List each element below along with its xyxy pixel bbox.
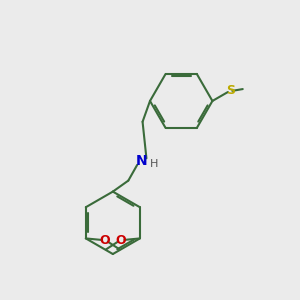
Text: O: O [100,234,110,247]
Text: H: H [150,159,158,169]
Text: O: O [116,234,126,247]
Text: S: S [226,84,235,98]
Text: N: N [136,154,148,168]
